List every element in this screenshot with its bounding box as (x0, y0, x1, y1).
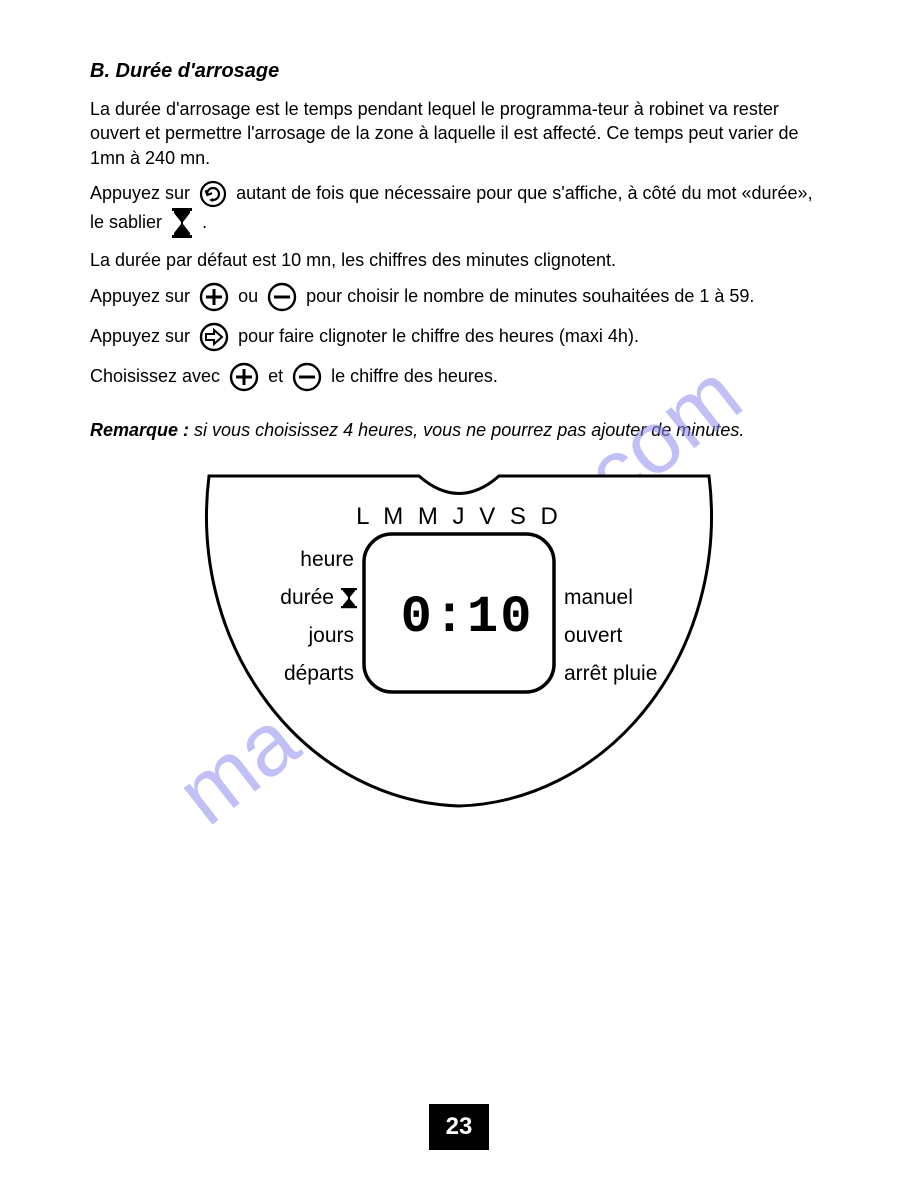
page-number: 23 (446, 1113, 473, 1141)
label-duree: durée (280, 586, 334, 609)
text: pour faire clignoter le chiffre des heur… (238, 326, 639, 346)
text: ou (238, 286, 263, 306)
text: Appuyez sur (90, 286, 195, 306)
remark-label: Remarque : (90, 420, 189, 440)
text: Choisissez avec (90, 366, 225, 386)
text: le chiffre des heures. (331, 366, 498, 386)
label-heure: heure (300, 548, 354, 571)
minus-icon (267, 282, 297, 312)
text: et (268, 366, 288, 386)
paragraph-arrow: Appuyez sur pour faire clignoter le chif… (90, 322, 828, 352)
lcd-display-value: 0:10 (401, 588, 534, 647)
label-departs: départs (284, 662, 354, 685)
label-jours: jours (307, 624, 354, 647)
remark-text: si vous choisissez 4 heures, vous ne pou… (194, 420, 744, 440)
plus-icon (199, 282, 229, 312)
paragraph-intro: La durée d'arrosage est le temps pendant… (90, 97, 828, 170)
arrow-right-icon (199, 322, 229, 352)
page-number-badge: 23 (429, 1104, 489, 1150)
text: . (202, 212, 207, 232)
cycle-icon (199, 180, 227, 208)
paragraph-cycle: Appuyez sur autant de fois que nécessair… (90, 180, 828, 238)
label-arret-pluie: arrêt pluie (564, 662, 657, 685)
timer-panel-diagram: L M M J V S D 0:10 heure durée jours dép… (189, 466, 729, 826)
label-manuel: manuel (564, 586, 633, 609)
minus-icon (292, 362, 322, 392)
plus-icon (229, 362, 259, 392)
label-ouvert: ouvert (564, 624, 623, 647)
page-content: B. Durée d'arrosage La durée d'arrosage … (0, 0, 918, 826)
text: Appuyez sur (90, 183, 195, 203)
section-heading: B. Durée d'arrosage (90, 60, 828, 83)
hourglass-icon (171, 208, 193, 238)
text: à 240 mn. (130, 148, 210, 168)
paragraph-remark: Remarque : si vous choisissez 4 heures, … (90, 418, 828, 442)
paragraph-default: La durée par défaut est 10 mn, les chiff… (90, 248, 828, 272)
text: Appuyez sur (90, 326, 195, 346)
days-row: L M M J V S D (356, 503, 562, 530)
paragraph-plusminus-1: Appuyez sur ou pour choisir le nombre de… (90, 282, 828, 312)
paragraph-plusminus-2: Choisissez avec et le chiffre des heures… (90, 362, 828, 392)
text: pour choisir le nombre de minutes souhai… (306, 286, 754, 306)
